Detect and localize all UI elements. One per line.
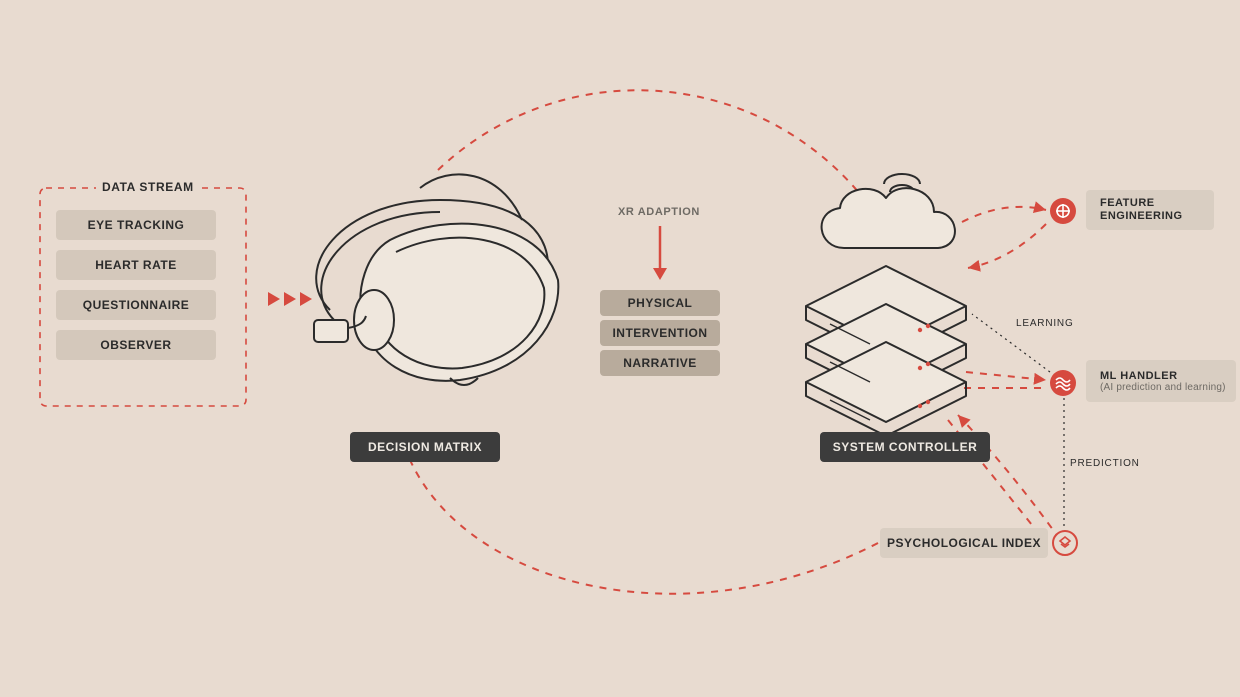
learning-label: LEARNING [1016,318,1074,329]
ml-handler-sub: (AI prediction and learning) [1100,382,1226,393]
psych-index-icon [1052,530,1078,556]
xr-item-physical: PHYSICAL [600,290,720,316]
data-stream-item-eye: EYE TRACKING [56,210,216,240]
xr-item-intervention: INTERVENTION [600,320,720,346]
diagram-stage: DATA STREAM EYE TRACKING HEART RATE QUES… [0,0,1240,697]
system-controller-label: SYSTEM CONTROLLER [820,432,990,462]
server-illustration [806,174,966,436]
data-stream-item-questionnaire: QUESTIONNAIRE [56,290,216,320]
feature-engineering-label: FEATUREENGINEERING [1086,190,1214,230]
prediction-label: PREDICTION [1070,458,1140,469]
decision-matrix-label: DECISION MATRIX [350,432,500,462]
xr-adaption-title: XR ADAPTION [618,206,700,218]
feature-engineering-icon [1050,198,1076,224]
data-stream-item-heart: HEART RATE [56,250,216,280]
ml-handler-icon [1050,370,1076,396]
psych-index-label: PSYCHOLOGICAL INDEX [880,528,1048,558]
data-stream-item-observer: OBSERVER [56,330,216,360]
xr-item-narrative: NARRATIVE [600,350,720,376]
ml-handler-label: ML HANDLER [1100,370,1178,382]
ml-handler-label-block: ML HANDLER (AI prediction and learning) [1086,360,1236,402]
data-stream-title: DATA STREAM [96,180,200,194]
vr-headset-illustration [314,174,558,385]
